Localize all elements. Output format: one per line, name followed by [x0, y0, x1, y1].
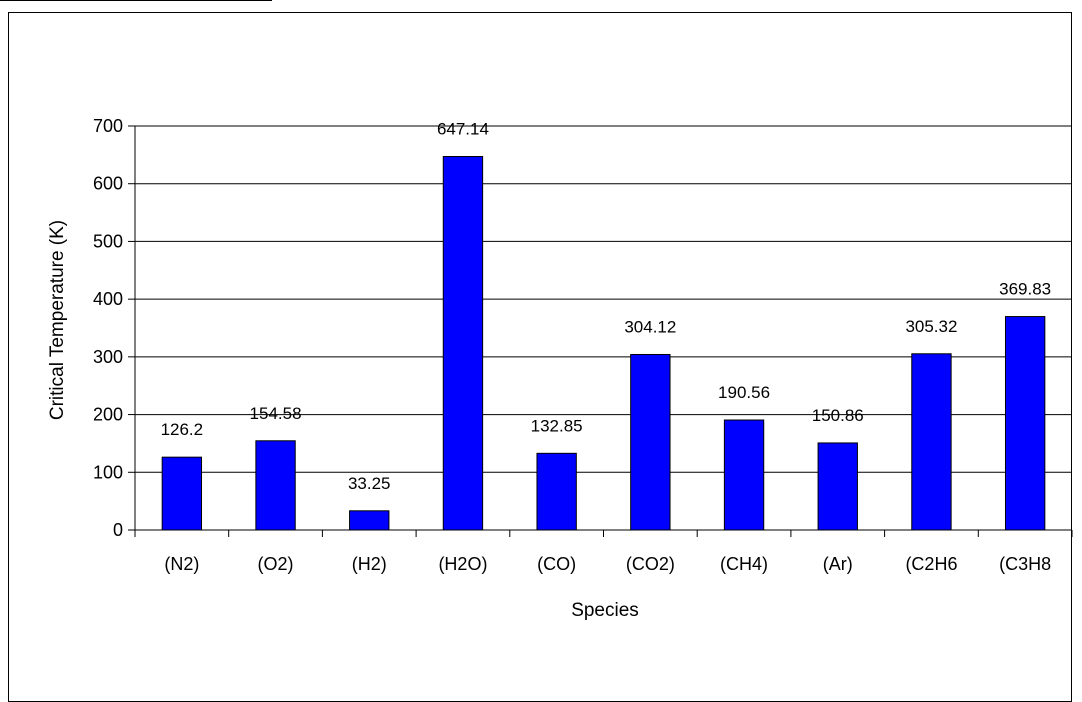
bar [723, 419, 765, 531]
y-tick-label: 700 [93, 116, 123, 136]
data-label: 132.85 [531, 416, 583, 435]
y-tick-label: 600 [93, 174, 123, 194]
data-label: 190.56 [718, 383, 770, 402]
x-category-label: (N2) [164, 554, 199, 574]
data-label: 369.83 [999, 280, 1051, 299]
bars [161, 156, 1046, 531]
axes [128, 125, 1073, 537]
bar [255, 440, 296, 531]
bar [1004, 316, 1046, 531]
bar [442, 156, 484, 531]
x-category-label: (C2H6 [905, 554, 957, 574]
data-label: 647.14 [437, 120, 489, 139]
x-category-label: (C3H8 [999, 554, 1051, 574]
y-tick-label: 200 [93, 405, 123, 425]
x-category-label: (H2) [352, 554, 387, 574]
x-category-label: (O2) [258, 554, 294, 574]
data-labels: 126.2 154.58 33.25 647.14 132.85 304.12 190.56… [161, 120, 1052, 493]
y-tick-label: 0 [113, 520, 123, 540]
y-tick-labels: 0 100 200 300 400 500 600 700 [93, 116, 123, 540]
data-label: 305.32 [905, 317, 957, 336]
y-tick-label: 500 [93, 231, 123, 251]
data-label: 304.12 [624, 317, 676, 336]
top-rule [0, 0, 272, 1]
y-tick-label: 100 [93, 462, 123, 482]
x-category-label: (Ar) [823, 554, 853, 574]
x-category-labels: (N2) (O2) (H2) (H2O) (CO) (CO2) (CH4) (Ar) (C2H6… [164, 554, 1051, 574]
bar [161, 456, 203, 531]
bar [536, 452, 577, 531]
bar [630, 353, 671, 531]
x-category-label: (CO) [537, 554, 576, 574]
y-tick-label: 400 [93, 289, 123, 309]
y-tick-label: 300 [93, 347, 123, 367]
bar [349, 510, 390, 531]
bar [817, 442, 858, 531]
data-label: 154.58 [250, 404, 302, 423]
x-category-label: (CO2) [626, 554, 675, 574]
x-category-label: (H2O) [438, 554, 487, 574]
data-label: 150.86 [812, 406, 864, 425]
x-category-label: (CH4) [720, 554, 768, 574]
data-label: 126.2 [161, 420, 204, 439]
x-axis-title: Species [571, 600, 639, 621]
data-label: 33.25 [348, 474, 391, 493]
y-axis-title: Critical Temperature (K) [47, 220, 68, 420]
bar [911, 353, 952, 531]
